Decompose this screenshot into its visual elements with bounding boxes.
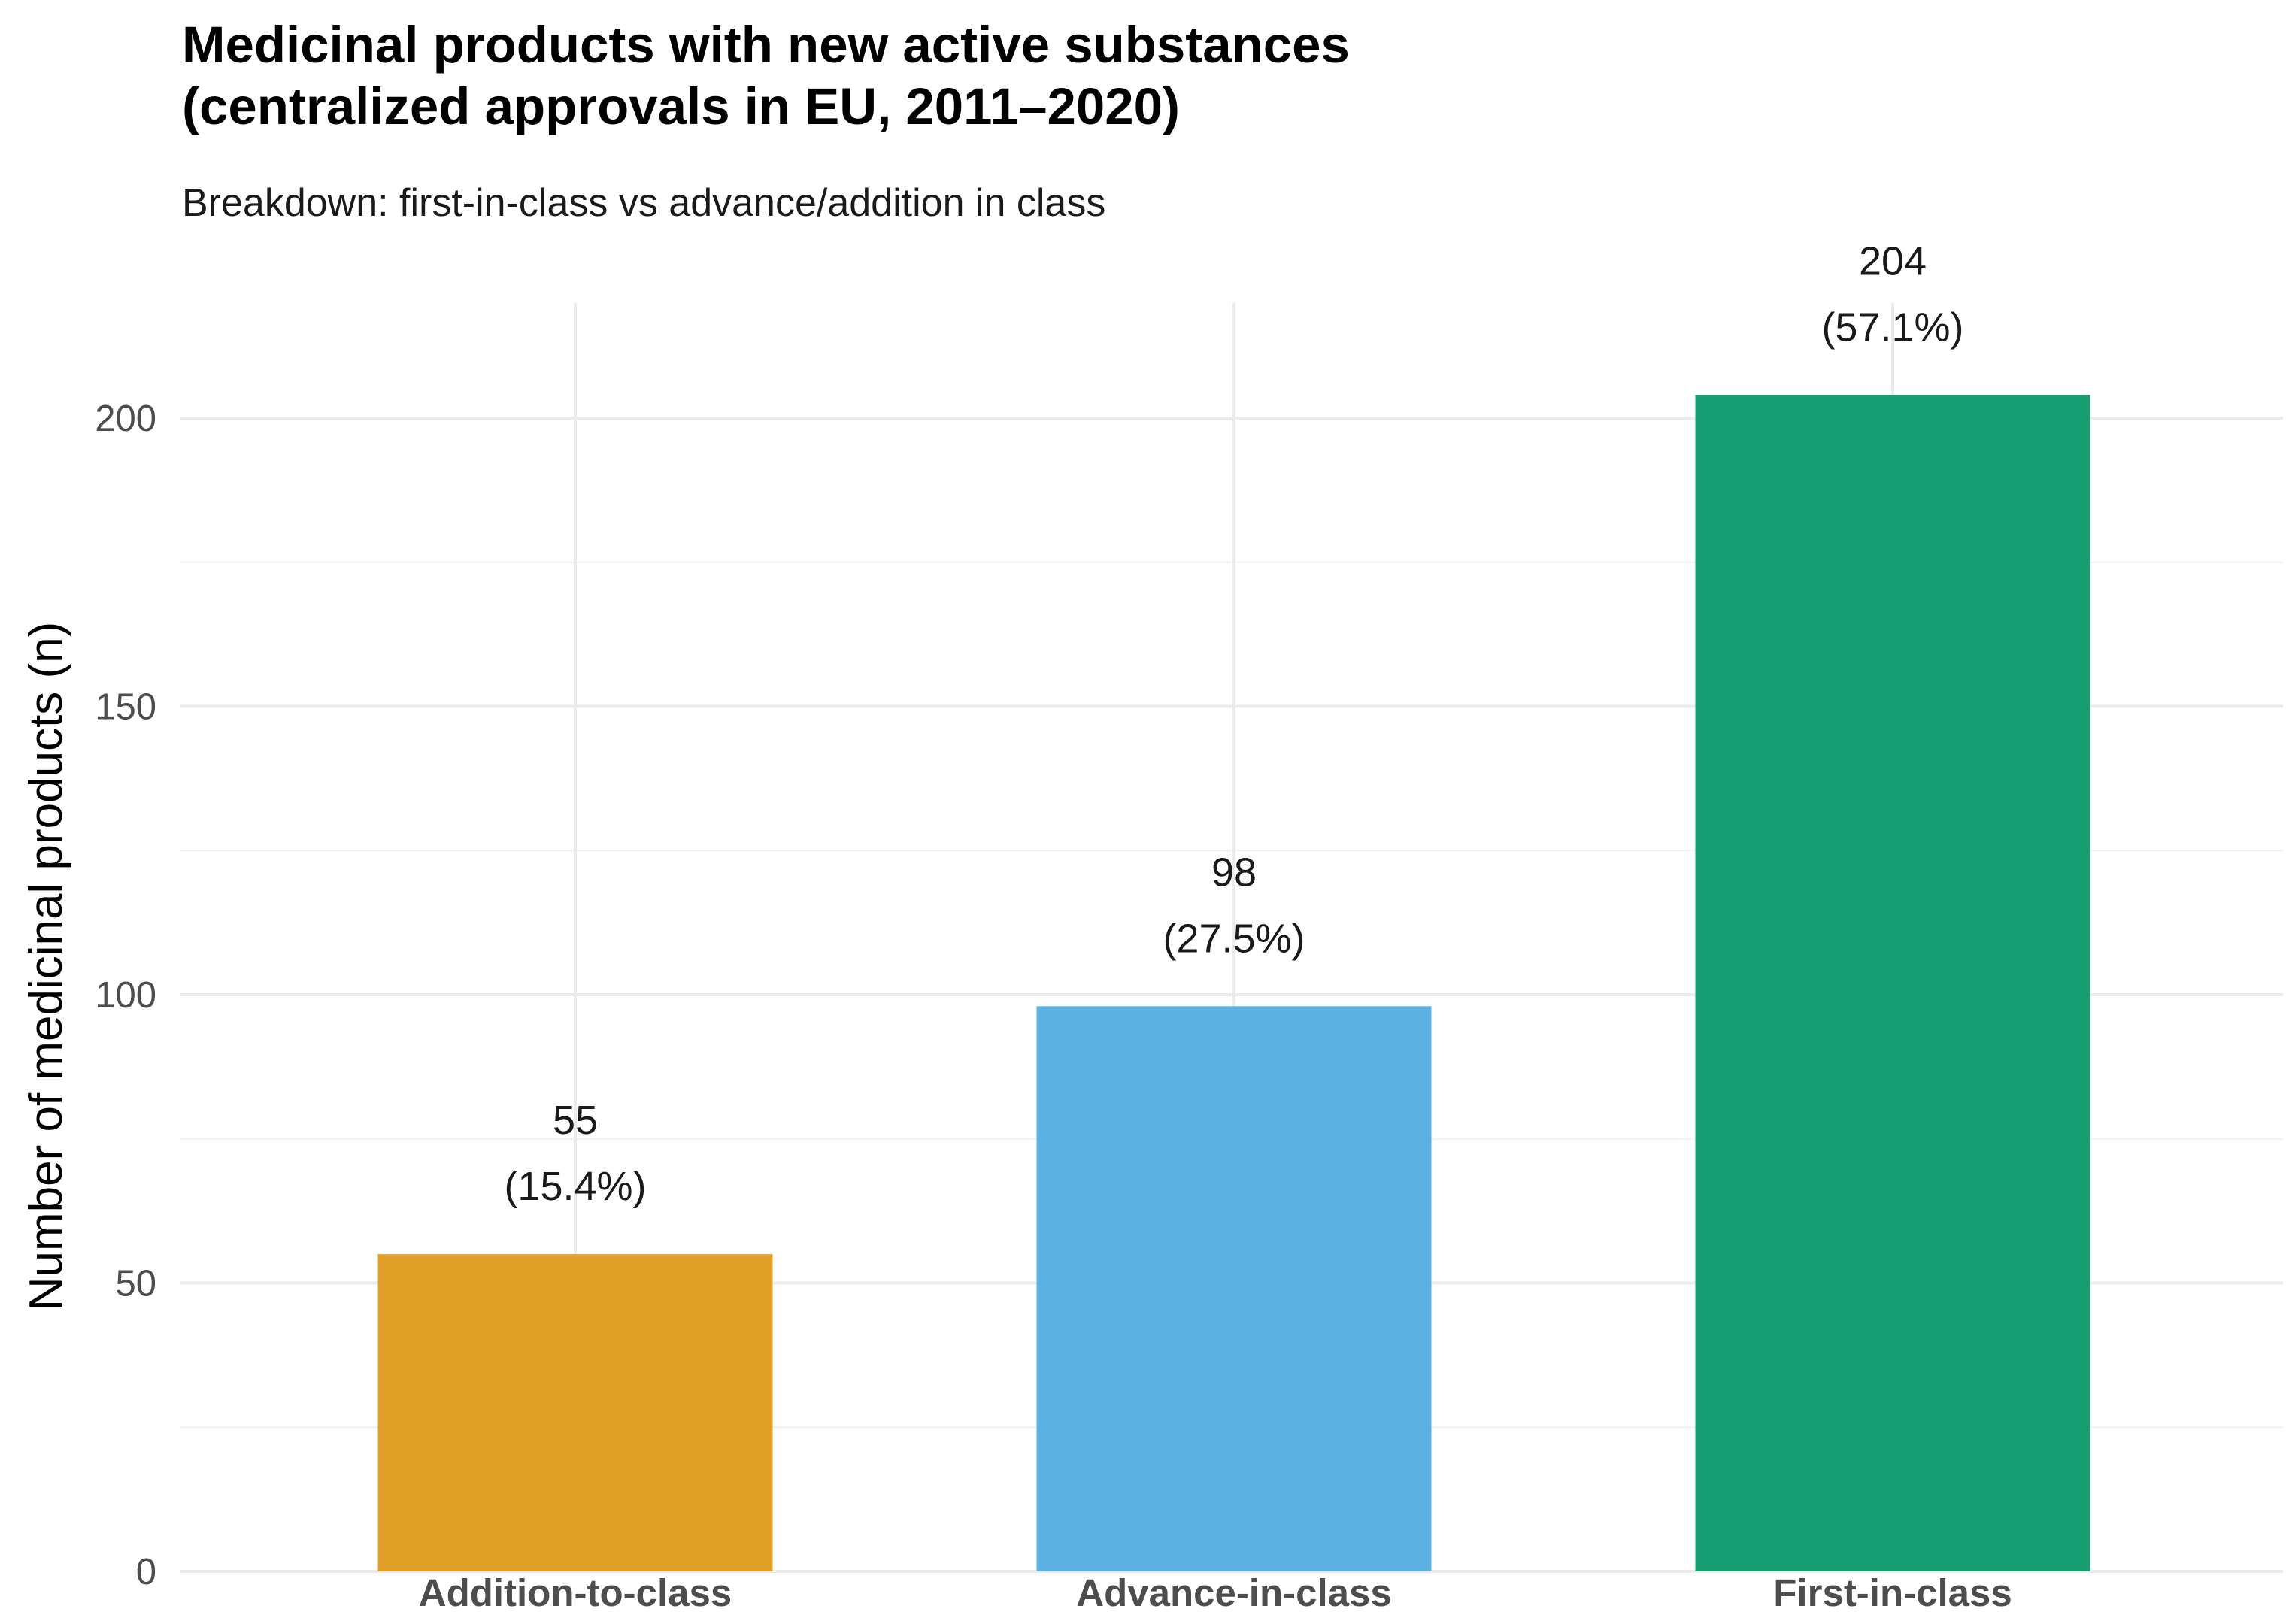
- data-label-count: 98: [1211, 850, 1257, 895]
- y-tick-label: 100: [95, 975, 156, 1016]
- y-tick-label: 200: [95, 398, 156, 439]
- bar: [1695, 395, 2090, 1571]
- y-axis-label: Number of medicinal products (n): [20, 622, 72, 1311]
- x-tick-label: Addition-to-class: [419, 1571, 732, 1614]
- bar: [1036, 1006, 1432, 1571]
- x-tick-label: First-in-class: [1773, 1571, 2012, 1614]
- y-axis: 0 50 100 150 200: [95, 398, 156, 1592]
- chart-title-line2: (centralized approvals in EU, 2011–2020): [182, 77, 1180, 135]
- y-tick-label: 0: [136, 1552, 156, 1592]
- chart-subtitle: Breakdown: first-in-class vs advance/add…: [182, 181, 1105, 225]
- x-tick-label: Advance-in-class: [1076, 1571, 1392, 1614]
- data-label-percent: (15.4%): [504, 1164, 646, 1209]
- data-label-percent: (57.1%): [1821, 304, 1963, 350]
- y-tick-label: 50: [115, 1264, 156, 1304]
- bars: [377, 395, 2090, 1571]
- data-labels: 55 (15.4%) 98 (27.5%) 204 (57.1%): [504, 238, 1963, 1209]
- data-label-count: 204: [1859, 238, 1927, 283]
- chart-header: Medicinal products with new active subst…: [182, 16, 1350, 225]
- bar: [377, 1254, 773, 1571]
- y-tick-label: 150: [95, 687, 156, 728]
- data-label-percent: (27.5%): [1163, 916, 1305, 961]
- x-axis: Addition-to-class Advance-in-class First-i…: [419, 1571, 2012, 1614]
- data-label-count: 55: [553, 1098, 598, 1143]
- chart-title: Medicinal products with new active subst…: [182, 16, 1350, 74]
